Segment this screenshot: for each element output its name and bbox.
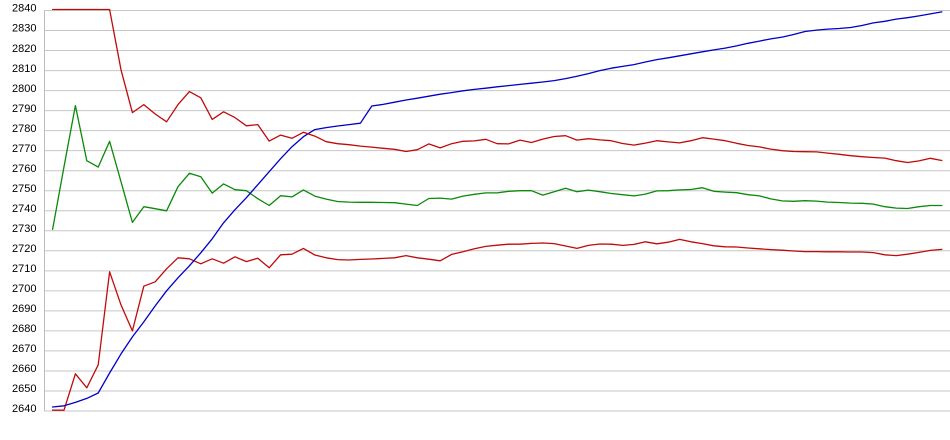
svg-text:2650: 2650 [12, 383, 36, 395]
svg-text:2800: 2800 [12, 83, 36, 95]
svg-text:2740: 2740 [12, 203, 36, 215]
svg-text:2790: 2790 [12, 103, 36, 115]
svg-text:2820: 2820 [12, 43, 36, 55]
svg-text:2750: 2750 [12, 183, 36, 195]
svg-text:2640: 2640 [12, 403, 36, 415]
svg-text:2760: 2760 [12, 163, 36, 175]
svg-text:2770: 2770 [12, 143, 36, 155]
svg-text:2670: 2670 [12, 343, 36, 355]
svg-text:2700: 2700 [12, 283, 36, 295]
svg-text:2710: 2710 [12, 263, 36, 275]
svg-text:2830: 2830 [12, 23, 36, 35]
svg-text:2660: 2660 [12, 363, 36, 375]
svg-text:2690: 2690 [12, 303, 36, 315]
svg-text:2840: 2840 [12, 3, 36, 15]
svg-text:2680: 2680 [12, 323, 36, 335]
svg-text:2780: 2780 [12, 123, 36, 135]
svg-text:2720: 2720 [12, 243, 36, 255]
svg-text:2810: 2810 [12, 63, 36, 75]
svg-text:2730: 2730 [12, 223, 36, 235]
